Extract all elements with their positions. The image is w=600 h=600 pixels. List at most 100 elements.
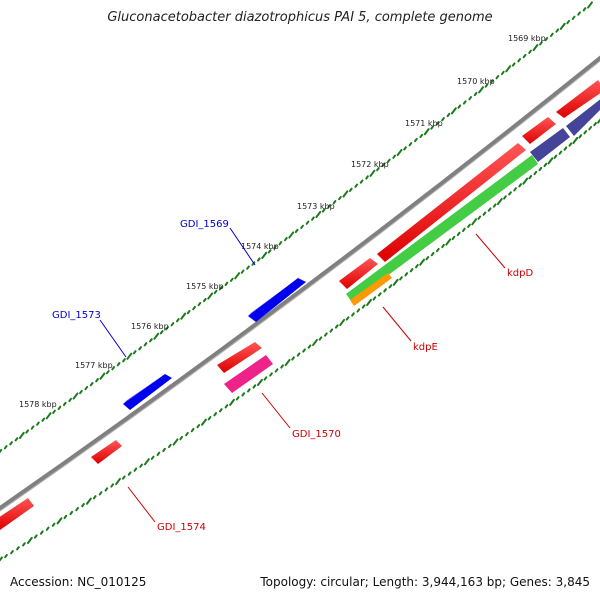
- minor-tick: [267, 249, 272, 254]
- minor-tick: [22, 542, 26, 547]
- minor-tick: [307, 344, 312, 349]
- minor-tick: [241, 392, 246, 397]
- gene-label-GDI_1569[interactable]: GDI_1569: [180, 219, 229, 230]
- minor-tick: [291, 356, 295, 361]
- minor-tick: [477, 215, 482, 220]
- gene-label-GDI_1570[interactable]: GDI_1570: [292, 429, 341, 440]
- gene-kdpD[interactable]: [377, 143, 526, 262]
- major-tick: [587, 1, 593, 9]
- gene-GDI_1570[interactable]: [217, 342, 262, 373]
- major-tick: [126, 352, 133, 360]
- minor-tick: [263, 376, 268, 381]
- minor-tick: [4, 553, 8, 559]
- minor-tick: [186, 310, 191, 315]
- major-tick: [56, 517, 63, 525]
- minor-tick: [377, 292, 382, 297]
- minor-tick: [45, 526, 50, 531]
- major-tick: [261, 251, 268, 259]
- minor-tick: [361, 304, 366, 309]
- tick-label: 1572 kbp: [351, 160, 389, 169]
- minor-tick: [321, 208, 326, 213]
- reverse-genes: [0, 80, 600, 530]
- minor-tick: [305, 220, 310, 225]
- minor-tick: [430, 125, 435, 130]
- major-tick: [445, 238, 452, 246]
- major-tick: [419, 258, 426, 266]
- tick-label: 1576 kbp: [131, 322, 169, 331]
- major-tick: [72, 392, 79, 400]
- minor-tick: [229, 277, 234, 282]
- minor-tick: [513, 187, 517, 192]
- minor-tick: [558, 150, 563, 155]
- gene-red-2[interactable]: [522, 117, 556, 144]
- major-tick: [496, 197, 503, 206]
- minor-tick: [159, 330, 164, 335]
- minor-tick: [111, 366, 116, 371]
- minor-tick: [138, 346, 142, 351]
- gene-GDI_1569[interactable]: [248, 278, 306, 322]
- minor-tick: [235, 396, 240, 401]
- major-tick: [392, 278, 399, 286]
- gene-labels: kdpD kdpE GDI_1570 GDI_1574 GDI_1569 GDI…: [52, 219, 533, 533]
- minor-tick: [274, 368, 279, 373]
- gene-red-edge[interactable]: [0, 498, 34, 530]
- gene-GDI_1574[interactable]: [91, 440, 122, 464]
- minor-tick: [487, 207, 492, 212]
- minor-tick: [372, 296, 377, 301]
- minor-tick: [213, 412, 218, 417]
- minor-tick: [33, 534, 38, 539]
- magenta-track: [224, 355, 273, 393]
- minor-tick: [132, 350, 137, 355]
- major-tick: [312, 338, 318, 347]
- minor-tick: [167, 443, 172, 449]
- minor-tick: [518, 183, 523, 188]
- minor-tick: [582, 7, 587, 12]
- minor-tick: [133, 467, 138, 472]
- minor-tick: [179, 435, 184, 441]
- gene-label-kdpD[interactable]: kdpD: [507, 268, 533, 279]
- gene-red-4[interactable]: [339, 258, 378, 289]
- gene-label-GDI_1573[interactable]: GDI_1573: [52, 310, 101, 321]
- tick-label: 1578 kbp: [19, 400, 57, 409]
- minor-tick: [332, 200, 337, 205]
- tick-label: 1573 kbp: [297, 202, 335, 211]
- minor-tick: [571, 15, 576, 20]
- gene-label-kdpE[interactable]: kdpE: [413, 342, 438, 353]
- purple-track: [566, 99, 600, 136]
- minor-tick: [495, 75, 500, 80]
- minor-tick: [583, 130, 588, 135]
- genome-backbone-shadow: [0, 60, 600, 512]
- minor-tick: [345, 316, 350, 321]
- major-tick: [478, 86, 484, 94]
- minor-tick: [143, 342, 148, 347]
- minor-tick: [324, 332, 328, 337]
- minor-tick: [127, 471, 132, 476]
- minor-tick: [511, 62, 516, 67]
- minor-tick: [457, 104, 462, 109]
- minor-tick: [441, 117, 445, 122]
- minor-tick: [544, 36, 549, 42]
- minor-tick: [354, 183, 359, 188]
- minor-tick: [63, 514, 68, 520]
- minor-tick: [269, 372, 273, 377]
- gene-GDI_1573[interactable]: [123, 374, 172, 410]
- major-tick: [99, 372, 106, 380]
- minor-tick: [9, 441, 13, 446]
- tick-label: 1574 kbp: [241, 242, 279, 251]
- major-tick: [522, 177, 529, 185]
- minor-tick: [41, 417, 46, 422]
- minor-tick: [62, 401, 67, 407]
- minor-tick: [104, 487, 109, 492]
- minor-tick: [294, 228, 299, 234]
- major-tick: [423, 128, 430, 136]
- gene-label-GDI_1574[interactable]: GDI_1574: [157, 522, 206, 533]
- major-tick: [18, 431, 25, 439]
- gene-red-1[interactable]: [556, 80, 600, 118]
- tick-label: 1569 kbp: [508, 34, 546, 43]
- minor-tick: [150, 455, 155, 460]
- minor-tick: [185, 431, 189, 437]
- minor-tick: [121, 475, 126, 480]
- leader-lines: [99, 227, 506, 523]
- tick-label: 1577 kbp: [75, 361, 113, 370]
